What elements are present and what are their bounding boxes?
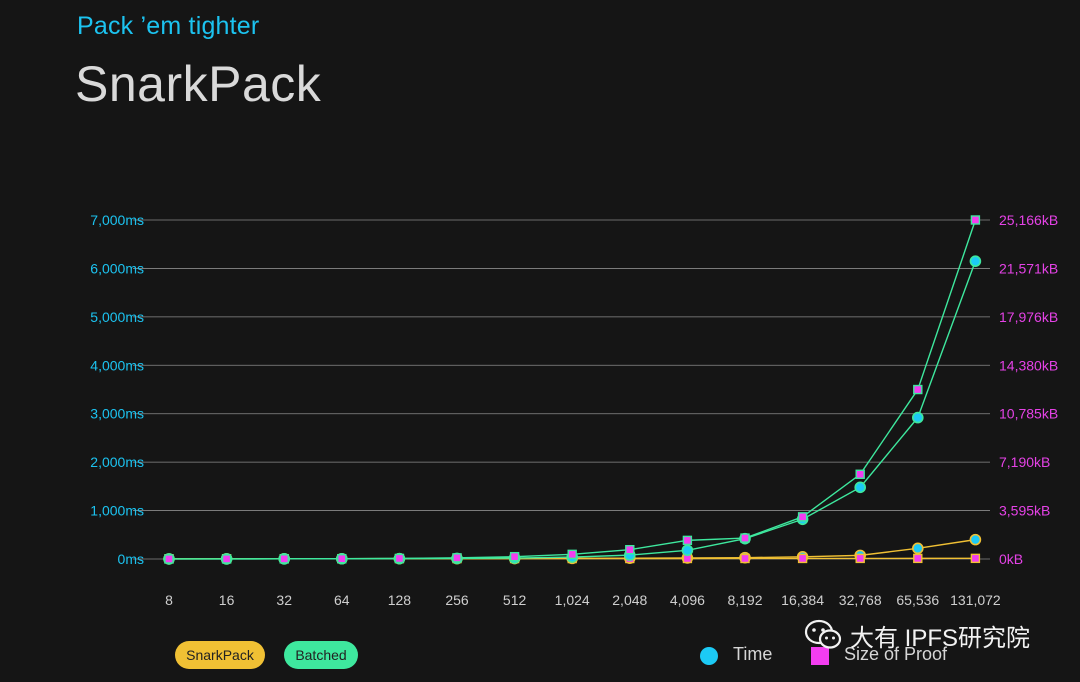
batched-time-point (911, 411, 924, 424)
y-right-tick-label: 21,571kB (999, 260, 1058, 276)
y-right-tick-label: 14,380kB (999, 357, 1058, 373)
y-left-tick-label: 4,000ms (90, 357, 144, 373)
x-tick-label: 1,024 (555, 592, 590, 608)
series-lines (168, 219, 977, 560)
batched-time-point (854, 481, 867, 494)
y-left-tick-label: 2,000ms (90, 454, 144, 470)
batched-size-of-proof-point (913, 384, 923, 395)
x-tick-label: 65,536 (896, 592, 939, 608)
batched-size-of-proof-point (394, 553, 405, 564)
y-right-tick-label: 25,166kB (999, 212, 1058, 228)
legend-time-label: Time (733, 644, 773, 664)
snarkpack-size-of-proof-point (797, 553, 808, 564)
chart-subtitle: Pack ’em tighter (77, 12, 260, 40)
batched-size-of-proof-point (970, 215, 981, 225)
snarkpack-size-of-proof-point (740, 553, 750, 564)
snarkpack-size-of-proof-point (913, 553, 923, 564)
batched-time-point (969, 255, 982, 267)
y-left-tick-label: 0ms (118, 551, 144, 567)
x-axis: 8 16 32 64 128 256 512 1,024 2,048 4,096 8,192 16,3… (165, 592, 1001, 608)
snarkpack-size-of-proof-point (855, 553, 865, 564)
x-tick-label: 32,768 (839, 592, 882, 608)
y-left-tick-label: 3,000ms (90, 406, 144, 422)
batched-size-of-proof-point (855, 469, 865, 479)
batched-size-of-proof-point (279, 554, 289, 564)
x-tick-label: 64 (334, 592, 350, 608)
y-left-tick-label: 7,000ms (90, 212, 144, 228)
batched-size-of-proof-point (164, 554, 174, 564)
y-left-tick-label: 5,000ms (90, 309, 144, 325)
y-axis-left: 0ms 1,000ms 2,000ms 3,000ms 4,000ms 5,000ms 6,… (90, 212, 144, 567)
y-left-tick-label: 6,000ms (90, 260, 144, 276)
batched-size-of-proof-point (797, 512, 808, 522)
legend-batched-pill[interactable]: Batched (284, 641, 358, 669)
x-tick-label: 256 (445, 592, 469, 608)
watermark-text: 大有 IPFS研究院 (850, 624, 1031, 652)
y-right-tick-label: 3,595kB (999, 503, 1050, 519)
snarkpack-size-of-proof-point (970, 553, 981, 564)
x-tick-label: 8,192 (727, 592, 762, 608)
snarkpack-time-point (969, 533, 982, 546)
batched-size-of-proof-point (452, 553, 462, 563)
x-tick-label: 16 (219, 592, 235, 608)
x-tick-label: 32 (276, 592, 292, 608)
snarkpack-time-point (911, 542, 924, 555)
x-tick-label: 128 (388, 592, 412, 608)
chart-title: SnarkPack (75, 56, 322, 112)
batched-size-of-proof-line (168, 219, 977, 560)
x-tick-label: 4,096 (670, 592, 705, 608)
watermark: 大有 IPFS研究院 (804, 618, 1030, 652)
batched-size-of-proof-point (682, 535, 693, 546)
y-axis-right: 0kB 3,595kB 7,190kB 10,785kB 14,380kB 17,976k… (999, 212, 1058, 567)
x-tick-label: 131,072 (950, 592, 1001, 608)
gridlines (133, 219, 990, 560)
y-right-tick-label: 17,976kB (999, 309, 1058, 325)
y-left-tick-label: 1,000ms (90, 503, 144, 519)
x-tick-label: 16,384 (781, 592, 824, 608)
batched-size-of-proof-point (567, 549, 577, 560)
batched-size-of-proof-point (740, 533, 750, 543)
y-right-tick-label: 0kB (999, 551, 1023, 567)
time-marker-icon (700, 647, 718, 665)
size-marker-icon (811, 647, 829, 665)
x-tick-label: 512 (503, 592, 527, 608)
batched-size-of-proof-point (337, 554, 347, 564)
batched-size-of-proof-point (509, 551, 520, 562)
batched-size-of-proof-point (625, 544, 635, 555)
x-tick-label: 2,048 (612, 592, 647, 608)
y-right-tick-label: 7,190kB (999, 454, 1050, 470)
series-markers (163, 215, 982, 565)
batched-time-point (681, 544, 694, 557)
legend-size-label: Size of Proof (844, 644, 948, 664)
legend-snarkpack-pill[interactable]: SnarkPack (175, 641, 265, 669)
wechat-icon (804, 619, 842, 649)
batched-time-line (168, 260, 977, 560)
y-right-tick-label: 10,785kB (999, 406, 1058, 422)
batched-size-of-proof-point (221, 554, 232, 564)
x-tick-label: 8 (165, 592, 173, 608)
